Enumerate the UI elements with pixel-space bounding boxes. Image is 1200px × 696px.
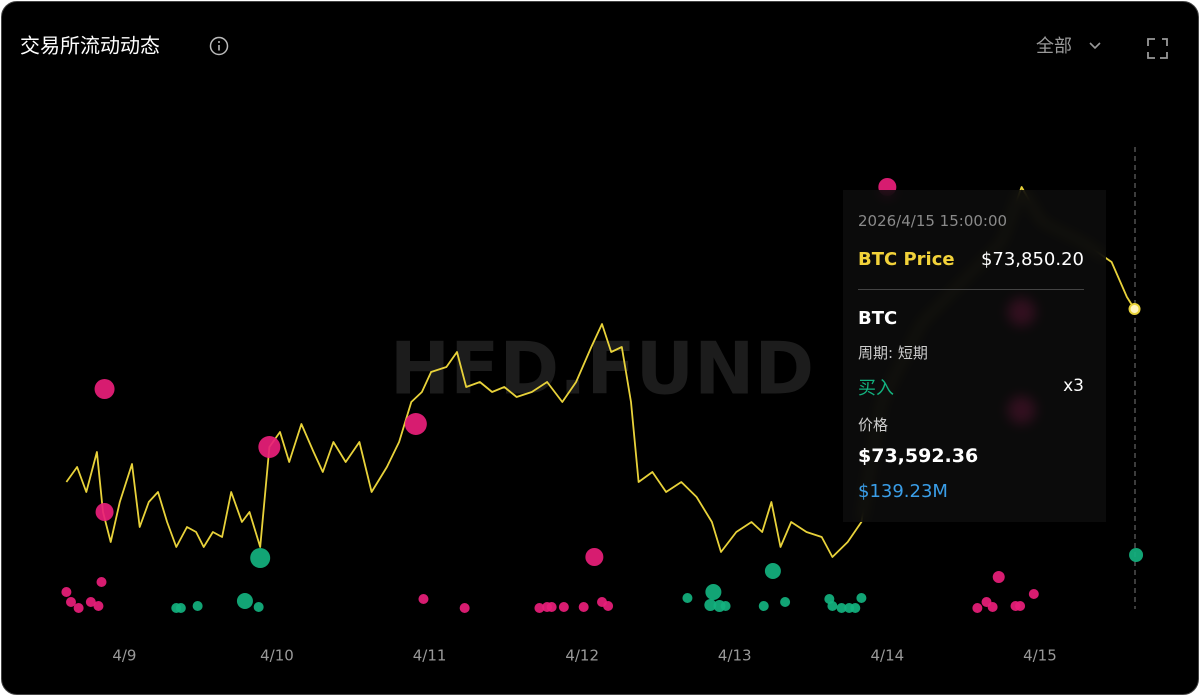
flow-bubble (95, 503, 114, 521)
hover-point (1128, 303, 1141, 315)
tooltip-time: 2026/4/15 15:00:00 (858, 212, 1008, 230)
tooltip-count: x3 (1063, 376, 1084, 396)
flow-bubble (61, 587, 72, 597)
flow-bubble (94, 379, 115, 399)
flow-bubble (682, 593, 693, 603)
tooltip-asset: BTC (858, 308, 898, 329)
flow-bubble (827, 601, 838, 611)
flow-bubble (192, 601, 203, 611)
flow-bubble (1129, 548, 1144, 562)
flow-bubble (96, 577, 107, 587)
dropdown-chevron[interactable] (1089, 42, 1101, 50)
flow-bubble (720, 601, 731, 611)
x-tick-label: 4/13 (718, 647, 752, 665)
flow-bubble (780, 597, 791, 607)
tooltip: 2026/4/15 15:00:00 BTC Price $73,850.20 … (843, 190, 1106, 522)
flow-bubble (1028, 589, 1039, 599)
expand-icon[interactable] (1147, 38, 1168, 59)
flow-bubble (459, 603, 470, 613)
flow-bubble (850, 603, 861, 613)
x-tick-label: 4/15 (1023, 647, 1057, 665)
tooltip-price: $73,850.20 (980, 249, 1084, 270)
flow-bubble (758, 601, 769, 611)
x-tick-label: 4/9 (112, 647, 136, 665)
flow-bubble (65, 597, 76, 607)
flow-bubble (258, 435, 281, 459)
flow-bubble (175, 603, 186, 613)
flow-bubble (704, 599, 717, 611)
flow-bubble (603, 601, 614, 611)
flow-bubble (236, 592, 253, 610)
chart-title: 交易所流动动态 (20, 34, 160, 58)
tooltip-side: 买入 (858, 378, 894, 399)
flow-bubble (250, 548, 271, 568)
flow-bubble (558, 602, 569, 612)
x-tick-label: 4/14 (870, 647, 904, 665)
x-tick-label: 4/11 (413, 647, 447, 665)
tooltip-period: 周期: 短期 (858, 344, 928, 362)
price-line (65, 186, 1136, 558)
flow-bubble (1015, 601, 1026, 611)
flow-bubble (764, 562, 781, 580)
flow-bubble (85, 597, 96, 607)
flow-bubble (546, 602, 557, 612)
tooltip-divider (858, 289, 1084, 290)
tooltip-price-label: BTC Price (858, 249, 955, 270)
tooltip-trade-price-label: 价格 (858, 416, 889, 434)
x-tick-label: 4/12 (565, 647, 599, 665)
watermark: HFD.FUND (390, 327, 814, 411)
flow-bubble (856, 593, 867, 603)
info-icon[interactable] (209, 36, 229, 56)
tooltip-amount: $139.23M (858, 481, 948, 502)
flow-bubble (836, 603, 847, 613)
flow-bubble (93, 601, 104, 611)
flow-bubble (578, 602, 589, 612)
flow-bubble (585, 548, 604, 566)
x-tick-label: 4/10 (260, 647, 294, 665)
flow-bubble (987, 602, 998, 612)
flow-bubble (73, 603, 84, 613)
flow-bubble (418, 594, 429, 604)
tooltip-trade-price: $73,592.36 (858, 445, 979, 467)
filter-dropdown[interactable]: 全部 (1036, 36, 1072, 57)
flow-bubble (253, 602, 264, 612)
flow-bubble (534, 603, 545, 613)
flow-bubble (972, 603, 983, 613)
flow-bubble (705, 583, 722, 601)
flow-bubble (992, 571, 1005, 583)
flow-bubble (404, 412, 427, 436)
